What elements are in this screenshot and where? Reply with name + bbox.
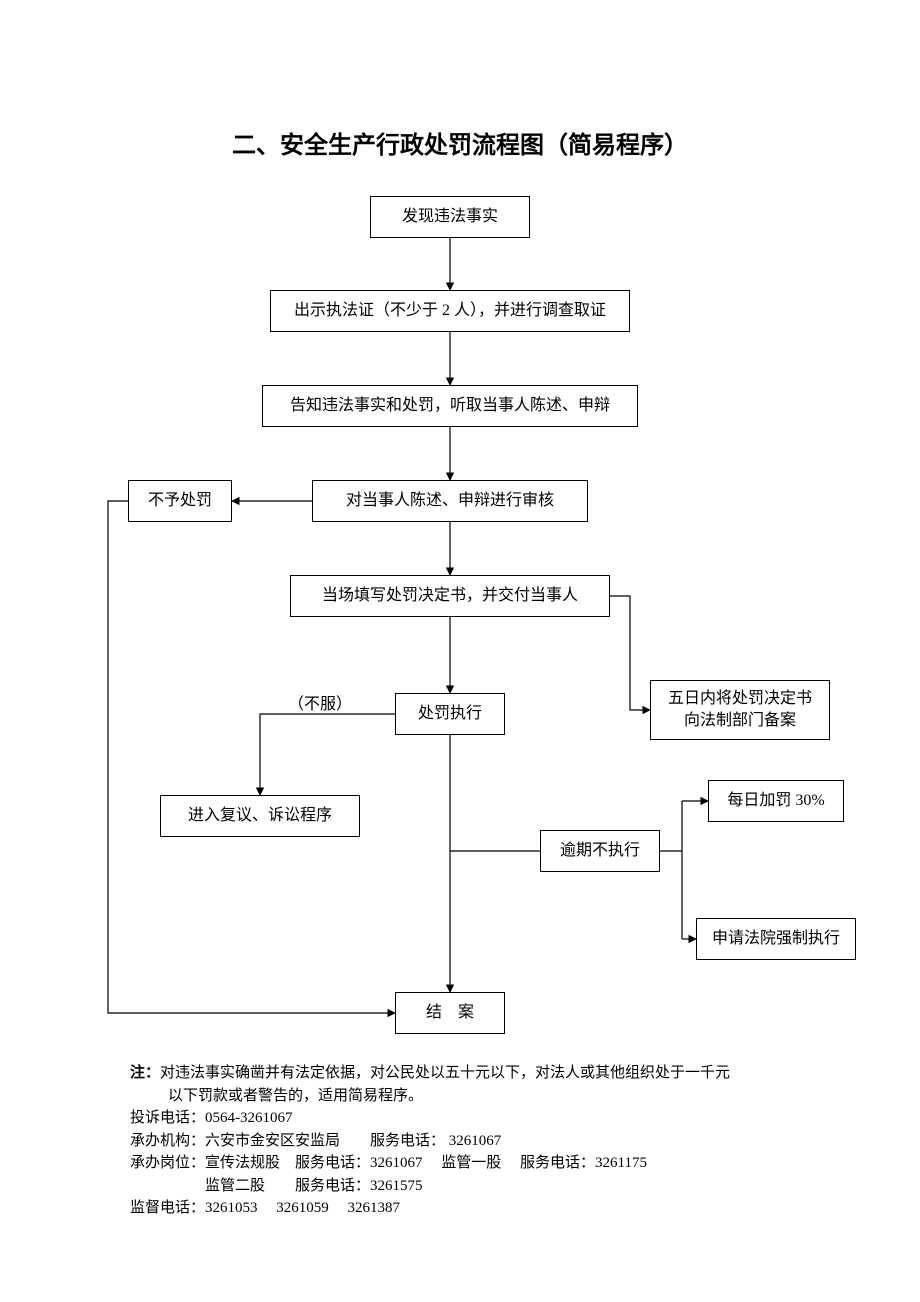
node-close-case: 结 案 bbox=[395, 992, 505, 1034]
node-court-enforce: 申请法院强制执行 bbox=[696, 918, 856, 960]
supervise-line: 监督电话：3261053 3261059 3261387 bbox=[130, 1197, 830, 1220]
footer: 注：对违法事实确凿并有法定依据，对公民处以五十元以下，对法人或其他组织处于一千元… bbox=[130, 1062, 830, 1220]
page-title: 二、安全生产行政处罚流程图（简易程序） bbox=[0, 125, 920, 160]
page: 二、安全生产行政处罚流程图（简易程序） 发现违法事实 出示执法证（不少于 2 人… bbox=[0, 0, 920, 1302]
note-label: 注： bbox=[130, 1065, 160, 1081]
complaint-phone: 投诉电话：0564-3261067 bbox=[130, 1107, 830, 1130]
agency-line: 承办机构：六安市金安区安监局 服务电话： 3261067 bbox=[130, 1130, 830, 1153]
node-overdue: 逾期不执行 bbox=[540, 830, 660, 872]
note-text-2: 以下罚款或者警告的，适用简易程序。 bbox=[130, 1085, 830, 1108]
node-decision-doc: 当场填写处罚决定书，并交付当事人 bbox=[290, 575, 610, 617]
note-text-1: 对违法事实确凿并有法定依据，对公民处以五十元以下，对法人或其他组织处于一千元 bbox=[160, 1065, 730, 1081]
post-line-1: 承办岗位：宣传法规股 服务电话：3261067 监管一股 服务电话：326117… bbox=[130, 1152, 830, 1175]
node-appeal: 进入复议、诉讼程序 bbox=[160, 795, 360, 837]
node-file-record: 五日内将处罚决定书 向法制部门备案 bbox=[650, 680, 830, 740]
post-line-2: 监管二股 服务电话：3261575 bbox=[130, 1175, 830, 1198]
node-daily-fine: 每日加罚 30% bbox=[708, 780, 844, 822]
node-show-id: 出示执法证（不少于 2 人），并进行调查取证 bbox=[270, 290, 630, 332]
note-line: 注：对违法事实确凿并有法定依据，对公民处以五十元以下，对法人或其他组织处于一千元 bbox=[130, 1062, 830, 1085]
node-discover: 发现违法事实 bbox=[370, 196, 530, 238]
node-no-penalty: 不予处罚 bbox=[128, 480, 232, 522]
node-inform: 告知违法事实和处罚，听取当事人陈述、申辩 bbox=[262, 385, 638, 427]
label-bufu: （不服） bbox=[288, 690, 352, 714]
node-review: 对当事人陈述、申辩进行审核 bbox=[312, 480, 588, 522]
node-execute: 处罚执行 bbox=[395, 693, 505, 735]
